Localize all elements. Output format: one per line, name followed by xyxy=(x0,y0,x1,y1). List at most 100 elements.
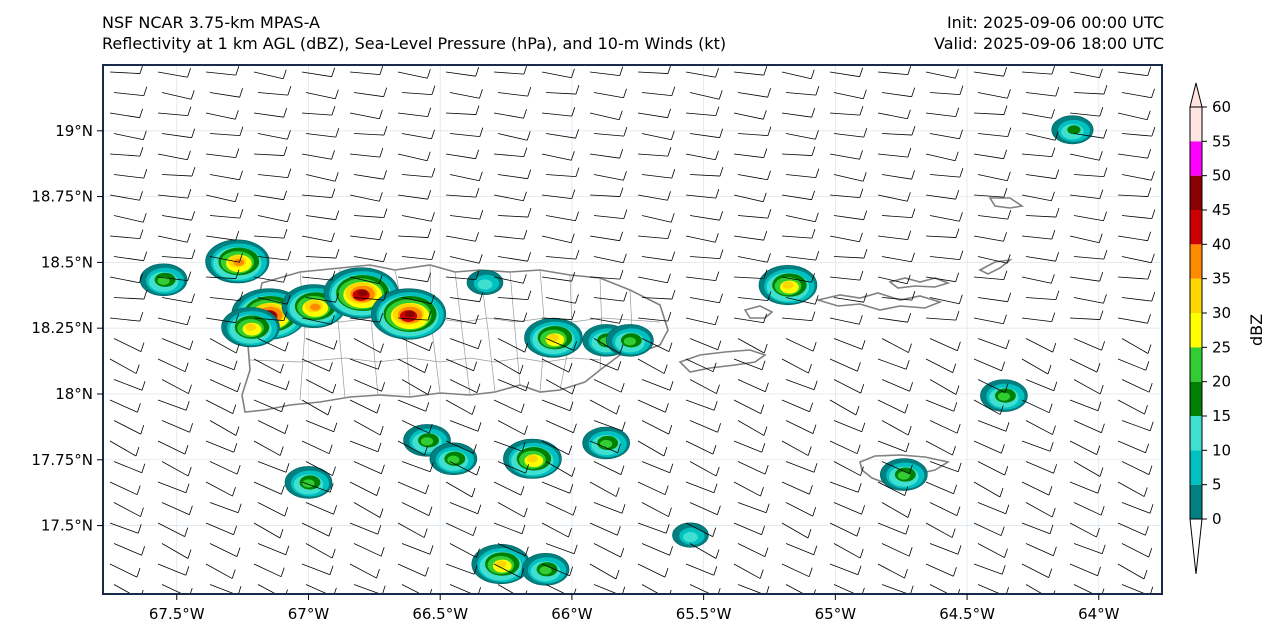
reflectivity-contour xyxy=(477,279,493,290)
wind-barb xyxy=(781,108,816,118)
lon-tick-label: 65°W xyxy=(815,605,857,623)
wind-barb xyxy=(977,461,1009,476)
wind-barb xyxy=(785,461,818,473)
wind-barb xyxy=(1121,171,1155,181)
wind-barb xyxy=(449,210,484,220)
wind-barb xyxy=(973,399,1004,415)
wind-barb xyxy=(541,272,576,282)
colorbar-tick-label: 20 xyxy=(1212,373,1231,391)
wind-barb xyxy=(1117,522,1149,536)
wind-barb xyxy=(637,65,672,74)
wind-barb xyxy=(877,65,912,76)
wind-barb xyxy=(493,440,526,452)
colorbar-tick-label: 30 xyxy=(1212,304,1231,322)
wind-barb xyxy=(589,522,621,536)
wind-barb xyxy=(829,271,864,281)
colorbar-tick-label: 15 xyxy=(1212,407,1231,425)
wind-barb xyxy=(253,190,288,201)
wind-barb xyxy=(685,563,718,576)
wind-barb xyxy=(545,211,579,222)
wind-barb xyxy=(589,440,621,454)
wind-barb xyxy=(493,109,527,119)
reflectivity-contour xyxy=(157,276,170,285)
wind-barb xyxy=(305,543,336,559)
wind-barb xyxy=(593,171,627,181)
wind-barb xyxy=(833,293,868,303)
wind-barb xyxy=(541,233,575,244)
wind-barb xyxy=(1121,338,1152,354)
wind-barb xyxy=(737,420,768,436)
wind-barb xyxy=(929,502,961,517)
wind-barb xyxy=(545,461,576,477)
wind-barb xyxy=(353,87,388,98)
wind-barb xyxy=(689,379,720,394)
wind-barb xyxy=(157,358,189,373)
wind-barb xyxy=(1121,543,1153,558)
wind-barb xyxy=(925,151,959,162)
wind-barb xyxy=(1025,584,1056,594)
wind-barb xyxy=(929,212,963,222)
colorbar-tick-label: 50 xyxy=(1212,167,1231,185)
wind-barb xyxy=(301,440,333,455)
model-title: NSF NCAR 3.75-km MPAS-A xyxy=(102,13,320,32)
wind-barb xyxy=(1021,191,1055,202)
wind-barb xyxy=(1021,312,1056,323)
wind-barb xyxy=(353,170,388,180)
wind-barb xyxy=(257,212,291,223)
valid-time: Valid: 2025-09-06 18:00 UTC xyxy=(933,34,1164,53)
wind-barb xyxy=(401,294,435,305)
wind-barb xyxy=(1117,110,1151,121)
wind-barb xyxy=(1117,269,1152,280)
wind-barb xyxy=(113,338,145,353)
wind-barb xyxy=(113,86,148,97)
wind-barb xyxy=(445,399,476,415)
wind-barb xyxy=(781,358,812,374)
wind-barb xyxy=(593,209,628,220)
wind-barb xyxy=(109,108,144,119)
reflectivity-contour xyxy=(495,560,507,568)
wind-barb xyxy=(1025,461,1057,474)
wind-barb xyxy=(977,89,1011,99)
wind-barb xyxy=(925,272,960,283)
wind-barb xyxy=(689,90,723,100)
wind-barb xyxy=(497,543,529,557)
wind-barb xyxy=(929,129,963,140)
wind-barb xyxy=(733,440,766,453)
wind-barb xyxy=(877,522,910,535)
wind-barb xyxy=(685,399,718,411)
wind-barb xyxy=(829,67,864,78)
wind-barb xyxy=(493,399,525,414)
colorbar: 0 5 10 15 20 25 30 35 40 45 50 55 60 xyxy=(1189,82,1231,575)
lon-tick-label: 65.5°W xyxy=(676,605,732,623)
wind-barb xyxy=(349,522,382,535)
wind-barb xyxy=(253,522,284,539)
wind-barb xyxy=(1073,461,1104,477)
wind-barb xyxy=(209,88,244,98)
wind-barb xyxy=(881,125,916,136)
lat-tick-label: 17.5°N xyxy=(41,517,93,535)
wind-barb xyxy=(257,543,290,556)
wind-barb xyxy=(1073,249,1108,260)
wind-barb xyxy=(157,399,190,411)
wind-barb xyxy=(785,502,817,517)
wind-barb xyxy=(1069,233,1103,244)
wind-barb xyxy=(1025,169,1060,180)
wind-barb xyxy=(161,293,195,304)
reflectivity-contour xyxy=(405,310,416,318)
wind-barb xyxy=(401,85,436,95)
wind-barb xyxy=(685,68,719,78)
wind-barb xyxy=(733,563,764,579)
wind-barb xyxy=(157,522,189,537)
wind-barb xyxy=(1121,420,1154,432)
wind-barb xyxy=(353,290,388,301)
wind-barb xyxy=(257,168,292,179)
wind-barb xyxy=(205,269,240,279)
wind-barb xyxy=(685,440,717,455)
wind-barb xyxy=(589,399,620,415)
wind-barb xyxy=(641,251,676,262)
wind-barb xyxy=(545,420,577,434)
wind-barb xyxy=(253,228,288,239)
wind-barb xyxy=(641,289,676,300)
reflectivity-contour xyxy=(245,323,257,331)
wind-barb xyxy=(1117,440,1149,454)
